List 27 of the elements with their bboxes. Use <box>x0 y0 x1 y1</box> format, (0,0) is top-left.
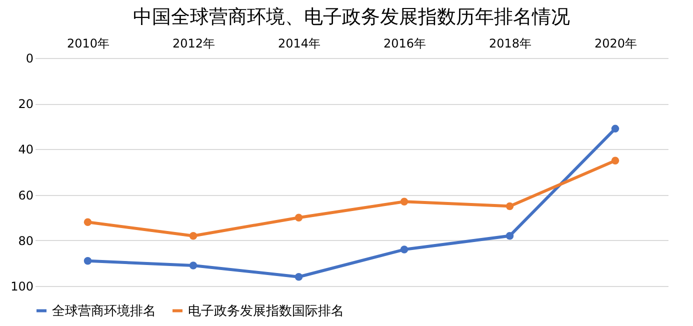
point <box>611 124 620 133</box>
y-tick-label: 60 <box>18 188 34 202</box>
y-tick-label: 0 <box>26 52 34 66</box>
point <box>400 246 408 254</box>
point <box>189 262 198 270</box>
x-tick-label: 2014年 <box>278 36 321 50</box>
point <box>84 218 92 226</box>
y-tick-label: 100 <box>10 280 34 294</box>
y-tick-label: 40 <box>18 142 34 157</box>
x-tick-label: 2016年 <box>383 36 426 50</box>
chart-title: 中国全球营商环境、电子政务发展指数历年排名情况 <box>133 6 570 28</box>
y-tick-label: 20 <box>18 97 34 112</box>
x-tick-label: 2012年 <box>172 36 216 50</box>
point <box>84 257 92 265</box>
y-tick-label: 80 <box>18 234 34 248</box>
x-tick-label: 2010年 <box>66 36 110 50</box>
point <box>294 273 303 281</box>
legend-label: 全球营商环境排名 <box>52 302 156 319</box>
point <box>506 202 514 210</box>
point <box>506 232 514 240</box>
x-tick-label: 2018年 <box>488 36 532 50</box>
point <box>611 156 620 164</box>
point <box>400 198 408 206</box>
legend-label: 电子政务发展指数国际排名 <box>188 304 344 319</box>
x-tick-label: 2020年 <box>594 36 638 50</box>
point <box>294 214 303 222</box>
point <box>189 232 198 240</box>
